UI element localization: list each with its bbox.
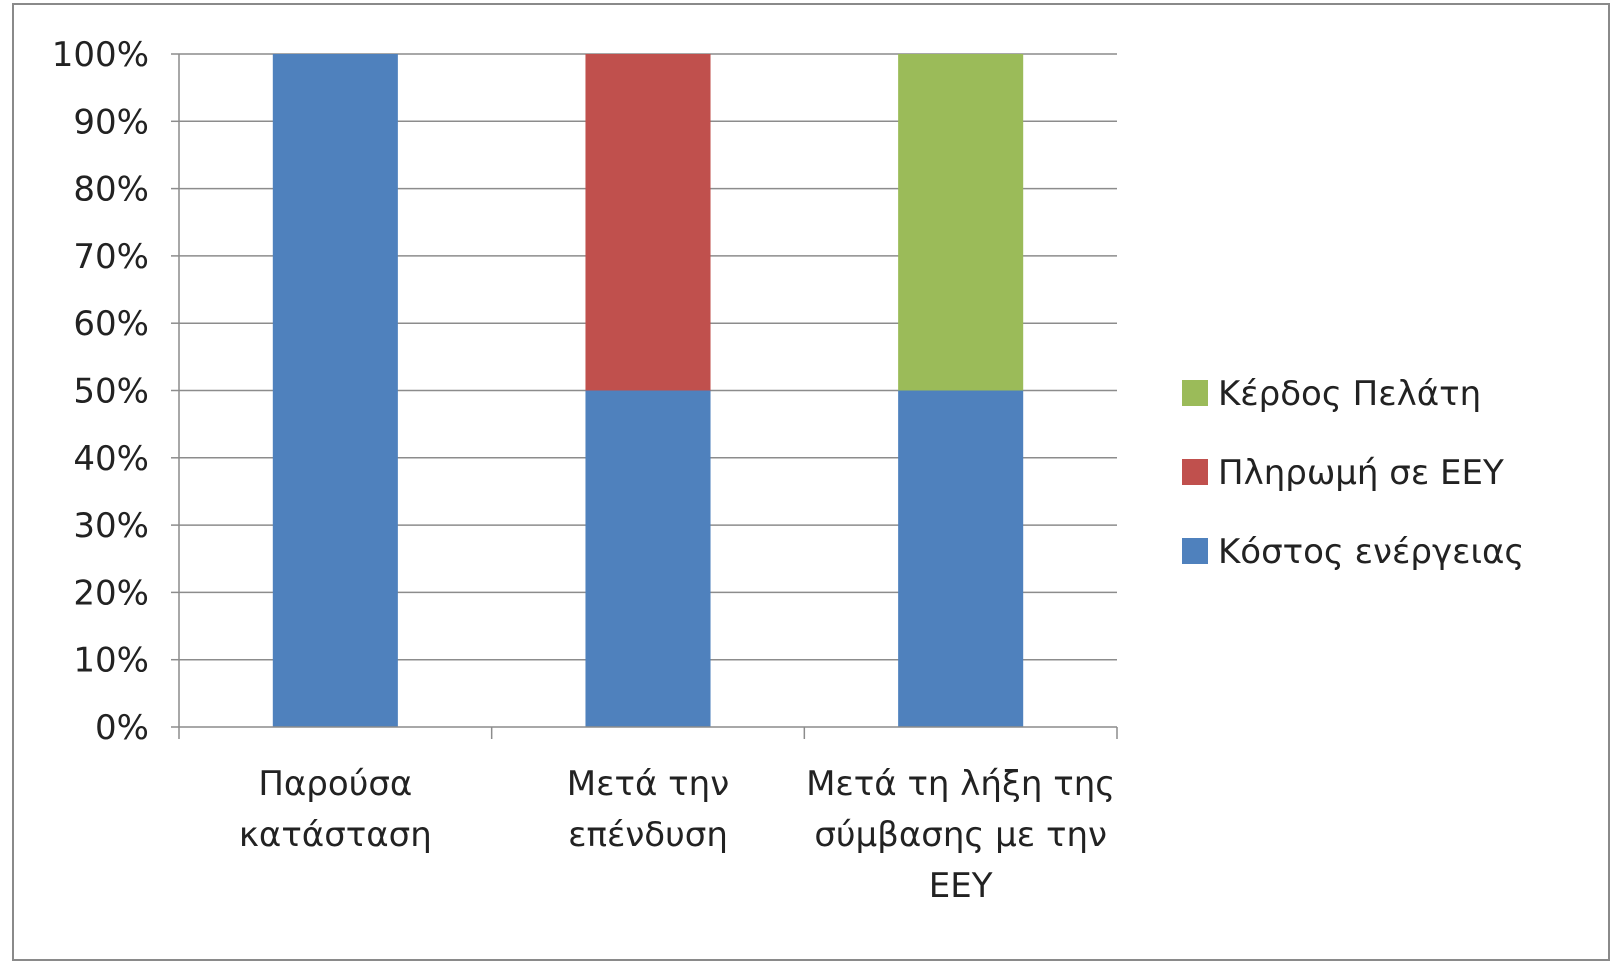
y-tick-label: 40% [73, 439, 149, 479]
x-category-label-line: ΕΕΥ [929, 866, 993, 906]
legend-label: Πληρωμή σε ΕΕΥ [1218, 453, 1504, 493]
y-tick-label: 60% [73, 304, 149, 344]
bar-segment-1-category-1 [272, 54, 398, 727]
legend-label: Κόστος ενέργειας [1218, 532, 1524, 572]
x-category-labels: Παρούσα κατάσταση Μετά την επένδυση Μετά τη … [239, 764, 1115, 906]
x-category-label-line: Μετά τη λήξη της [806, 764, 1115, 804]
legend: Κέρδος Πελάτη Πληρωμή σε ΕΕΥ Κόστος ενέργε… [1182, 374, 1524, 572]
legend-swatch [1182, 380, 1208, 406]
y-tick-label: 80% [73, 170, 149, 210]
x-category-label-line: Μετά την [567, 764, 729, 804]
legend-swatch [1182, 538, 1208, 564]
bar-segment-1-category-2 [585, 390, 711, 727]
x-category-label: Μετά τη λήξη της σύμβασης με την ΕΕΥ [806, 764, 1115, 906]
legend-label: Κέρδος Πελάτη [1218, 374, 1481, 414]
y-tick-label: 0% [95, 708, 149, 748]
y-tick-label: 30% [73, 506, 149, 546]
bar-segment-1-category-3 [898, 390, 1024, 727]
x-category-label-line: Παρούσα [258, 764, 412, 804]
y-tick-labels: 0% 10% 20% 30% 40% 50% 60% 70% 80% 90% 100% [52, 35, 149, 748]
x-category-label-line: επένδυση [568, 815, 728, 855]
y-tick-label: 70% [73, 237, 149, 277]
stacked-bar-chart: 0% 10% 20% 30% 40% 50% 60% 70% 80% 90% 100% Παρούσ… [52, 35, 1525, 906]
bar-segment-3-category-3 [898, 54, 1024, 391]
x-category-label: Μετά την επένδυση [567, 764, 729, 855]
axes [171, 53, 1118, 739]
chart-frame: 0% 10% 20% 30% 40% 50% 60% 70% 80% 90% 100% Παρούσ… [12, 3, 1610, 961]
y-tick-label: 90% [73, 102, 149, 142]
y-tick-label: 50% [73, 372, 149, 412]
bars [272, 54, 1024, 727]
x-category-label-line: κατάσταση [239, 815, 432, 855]
x-category-label: Παρούσα κατάσταση [239, 764, 432, 855]
y-tick-label: 100% [52, 35, 149, 75]
legend-swatch [1182, 459, 1208, 485]
x-category-label-line: σύμβασης με την [814, 815, 1107, 855]
y-tick-label: 20% [73, 573, 149, 613]
y-tick-label: 10% [73, 641, 149, 681]
bar-segment-2-category-2 [585, 54, 711, 391]
